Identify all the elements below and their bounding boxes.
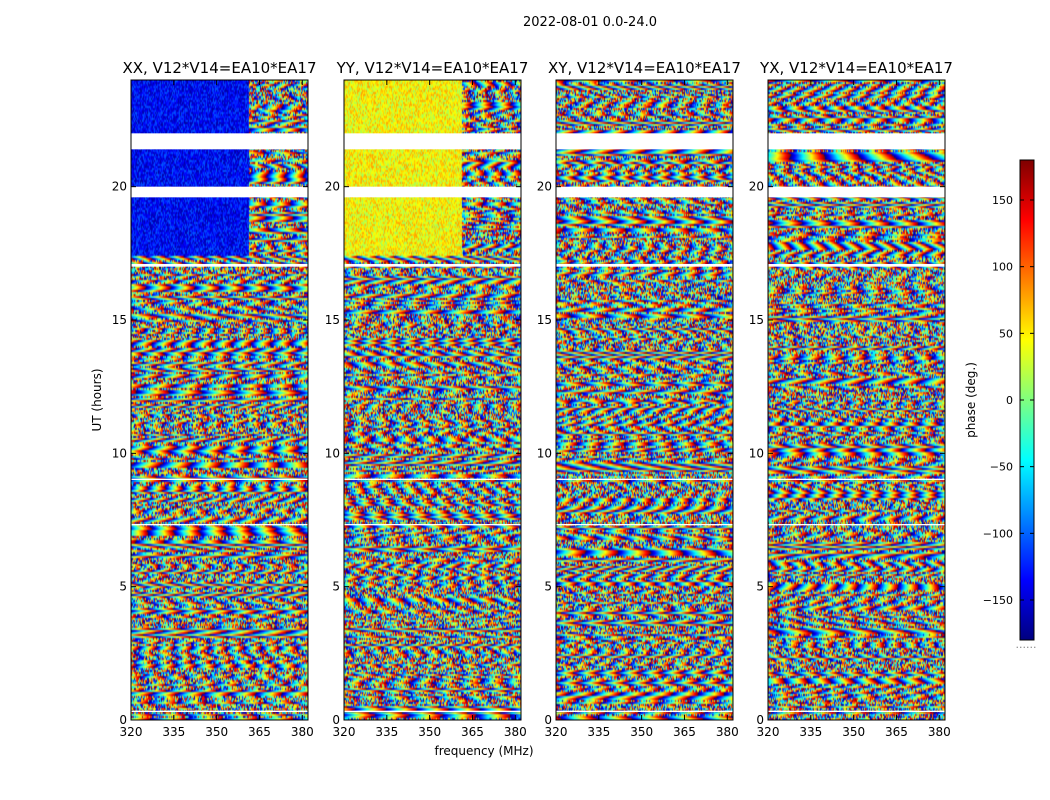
flagged-gap bbox=[131, 478, 308, 480]
colorbar-label: phase (deg.) bbox=[964, 362, 978, 438]
panel-2: YY, V12*V14=EA10*EA17 320 335 350 365 380 0 5 10… bbox=[325, 59, 529, 739]
flagged-gap bbox=[556, 186, 733, 198]
waterfall-image bbox=[131, 80, 308, 720]
x-tick-label: 380 bbox=[928, 725, 951, 739]
panel-title: XX, V12*V14=EA10*EA17 bbox=[122, 59, 316, 77]
colorbar-tick-label: 0 bbox=[1006, 394, 1013, 407]
x-tick-label: 335 bbox=[162, 725, 185, 739]
y-tick-label: 20 bbox=[112, 180, 127, 194]
waterfall-image bbox=[768, 80, 945, 720]
figure-suptitle: 2022-08-01 0.0-24.0 bbox=[523, 15, 657, 30]
x-tick-label: 380 bbox=[291, 725, 314, 739]
flagged-gap bbox=[131, 133, 308, 150]
flagged-gap bbox=[556, 264, 733, 267]
panel-frame bbox=[343, 79, 522, 721]
y-tick-label: 15 bbox=[537, 313, 552, 327]
flagged-gap bbox=[768, 133, 945, 150]
y-tick-label: 5 bbox=[332, 580, 340, 594]
panel-title: YX, V12*V14=EA10*EA17 bbox=[759, 59, 953, 77]
flagged-gap bbox=[131, 524, 308, 526]
flagged-gap bbox=[556, 478, 733, 480]
flagged-gap bbox=[131, 186, 308, 198]
colorbar-tick-label: −100 bbox=[983, 527, 1013, 540]
waterfall-image bbox=[556, 80, 733, 720]
x-tick-label: 320 bbox=[757, 725, 780, 739]
flagged-gap bbox=[131, 264, 308, 267]
panel-title: XY, V12*V14=EA10*EA17 bbox=[548, 59, 741, 77]
y-tick-label: 15 bbox=[325, 313, 340, 327]
panel-1: XX, V12*V14=EA10*EA17 320 335 350 365 380 0 5 10… bbox=[112, 59, 317, 739]
flagged-gap bbox=[344, 186, 521, 198]
y-tick-label: 5 bbox=[544, 580, 552, 594]
x-tick-label: 365 bbox=[248, 725, 271, 739]
x-tick-label: 320 bbox=[545, 725, 568, 739]
panel-frame bbox=[767, 79, 946, 721]
x-tick-label: 320 bbox=[120, 725, 143, 739]
y-tick-label: 20 bbox=[749, 180, 764, 194]
colorbar-footer: ...... bbox=[1016, 638, 1037, 651]
flagged-gap bbox=[768, 710, 945, 712]
waterfall-image bbox=[344, 80, 521, 720]
x-tick-label: 335 bbox=[587, 725, 610, 739]
colorbar-tick-label: −50 bbox=[990, 461, 1013, 474]
y-tick-label: 5 bbox=[756, 580, 764, 594]
flagged-gap bbox=[768, 264, 945, 267]
y-tick-label: 0 bbox=[756, 713, 764, 727]
y-tick-label: 15 bbox=[112, 313, 127, 327]
colorbar: 150 100 50 0 −50 −100 −150 bbox=[983, 159, 1035, 641]
panel-frame bbox=[130, 79, 309, 721]
panel-title: YY, V12*V14=EA10*EA17 bbox=[336, 59, 529, 77]
y-axis-label: UT (hours) bbox=[90, 368, 104, 431]
x-tick-label: 365 bbox=[673, 725, 696, 739]
y-tick-label: 0 bbox=[544, 713, 552, 727]
panel-frame bbox=[555, 79, 734, 721]
x-tick-label: 350 bbox=[630, 725, 653, 739]
y-tick-label: 10 bbox=[537, 446, 552, 460]
x-axis-label: frequency (MHz) bbox=[434, 744, 533, 758]
flagged-gap bbox=[768, 524, 945, 526]
y-tick-label: 20 bbox=[537, 180, 552, 194]
y-tick-label: 10 bbox=[325, 446, 340, 460]
x-tick-label: 380 bbox=[716, 725, 739, 739]
colorbar-tick-label: 100 bbox=[992, 261, 1013, 274]
flagged-gap bbox=[344, 133, 521, 150]
flagged-gap bbox=[768, 186, 945, 198]
flagged-gap bbox=[344, 264, 521, 267]
colorbar-ticks: 150 100 50 0 −50 −100 −150 bbox=[983, 194, 1034, 607]
colorbar-tick-label: 150 bbox=[992, 194, 1013, 207]
x-tick-label: 380 bbox=[504, 725, 527, 739]
y-tick-label: 0 bbox=[332, 713, 340, 727]
y-tick-label: 15 bbox=[749, 313, 764, 327]
x-tick-label: 350 bbox=[842, 725, 865, 739]
x-tick-label: 365 bbox=[885, 725, 908, 739]
y-tick-label: 5 bbox=[119, 580, 127, 594]
panel-3: XY, V12*V14=EA10*EA17 320 335 350 365 380 0 5 10… bbox=[537, 59, 741, 739]
flagged-gap bbox=[344, 710, 521, 712]
colorbar-tick-label: −150 bbox=[983, 594, 1013, 607]
flagged-gap bbox=[344, 524, 521, 526]
x-tick-label: 350 bbox=[205, 725, 228, 739]
x-tick-label: 350 bbox=[418, 725, 441, 739]
colorbar-tick-label: 50 bbox=[999, 327, 1013, 340]
flagged-gap bbox=[556, 710, 733, 712]
x-tick-label: 335 bbox=[799, 725, 822, 739]
x-tick-label: 320 bbox=[333, 725, 356, 739]
flagged-gap bbox=[344, 478, 521, 480]
y-tick-label: 20 bbox=[325, 180, 340, 194]
flagged-gap bbox=[556, 133, 733, 150]
flagged-gap bbox=[556, 524, 733, 526]
panel-4: YX, V12*V14=EA10*EA17 320 335 350 365 380 0 5 10… bbox=[749, 59, 953, 739]
y-tick-label: 10 bbox=[749, 446, 764, 460]
x-tick-label: 365 bbox=[461, 725, 484, 739]
y-tick-label: 10 bbox=[112, 446, 127, 460]
flagged-gap bbox=[768, 478, 945, 480]
x-tick-label: 335 bbox=[375, 725, 398, 739]
flagged-gap bbox=[131, 710, 308, 712]
y-tick-label: 0 bbox=[119, 713, 127, 727]
panels-group: XX, V12*V14=EA10*EA17 320 335 350 365 380 0 5 10… bbox=[112, 59, 953, 739]
